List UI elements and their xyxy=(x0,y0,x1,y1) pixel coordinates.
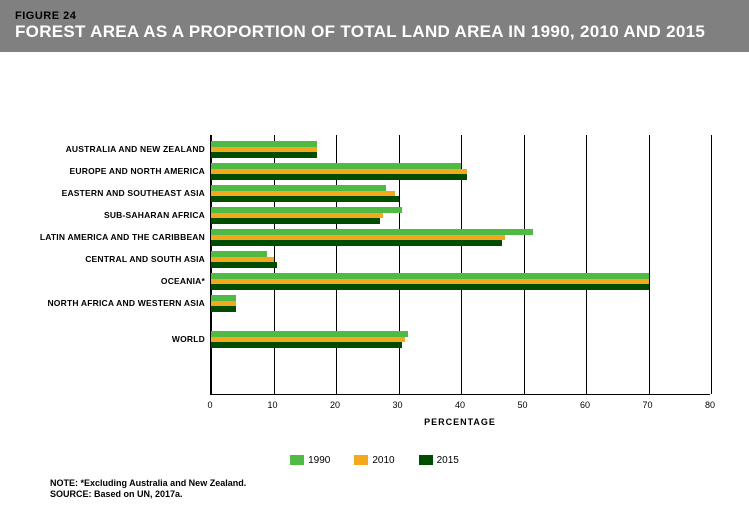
note-line: NOTE: *Excluding Australia and New Zeala… xyxy=(50,478,246,490)
legend-item: 2015 xyxy=(419,455,459,466)
category-label: NORTH AFRICA AND WESTERN ASIA xyxy=(47,298,205,308)
gridline xyxy=(649,135,650,394)
category-label: CENTRAL AND SOUTH ASIA xyxy=(85,254,205,264)
legend-item: 2010 xyxy=(354,455,394,466)
bar xyxy=(211,196,399,202)
figure-title: FOREST AREA AS A PROPORTION OF TOTAL LAN… xyxy=(15,22,734,42)
bar xyxy=(211,306,236,312)
legend-swatch xyxy=(354,455,368,465)
bar xyxy=(211,218,380,224)
category-label: OCEANIA* xyxy=(161,276,205,286)
source-line: SOURCE: Based on UN, 2017a. xyxy=(50,489,246,501)
gridline xyxy=(711,135,712,394)
category-label: EUROPE AND NORTH AMERICA xyxy=(70,166,205,176)
x-tick-label: 50 xyxy=(517,400,527,410)
gridline xyxy=(524,135,525,394)
category-label: LATIN AMERICA AND THE CARIBBEAN xyxy=(40,232,205,242)
x-tick-label: 10 xyxy=(267,400,277,410)
x-tick-label: 0 xyxy=(207,400,212,410)
bar xyxy=(211,240,502,246)
x-tick-label: 60 xyxy=(580,400,590,410)
bar xyxy=(211,152,317,158)
x-tick-label: 80 xyxy=(705,400,715,410)
gridline xyxy=(586,135,587,394)
figure-header: FIGURE 24 FOREST AREA AS A PROPORTION OF… xyxy=(0,0,749,52)
legend: 1990 2010 2015 xyxy=(0,455,749,466)
footnotes: NOTE: *Excluding Australia and New Zeala… xyxy=(50,478,246,501)
legend-swatch xyxy=(290,455,304,465)
plot-region xyxy=(210,135,710,395)
x-tick-label: 20 xyxy=(330,400,340,410)
category-label: SUB-SAHARAN AFRICA xyxy=(104,210,205,220)
figure-number: FIGURE 24 xyxy=(15,10,734,22)
x-tick-label: 70 xyxy=(642,400,652,410)
category-label: WORLD xyxy=(172,334,205,344)
bar xyxy=(211,174,467,180)
legend-swatch xyxy=(419,455,433,465)
category-label: EASTERN AND SOUTHEAST ASIA xyxy=(62,188,205,198)
bar xyxy=(211,262,277,268)
legend-item: 1990 xyxy=(290,455,330,466)
bar xyxy=(211,284,649,290)
bar xyxy=(211,342,402,348)
chart-area: PERCENTAGE 0 10 20 30 40 50 60 70 80 AUSTRALIA AN… xyxy=(50,135,720,435)
legend-label: 1990 xyxy=(308,455,330,466)
x-tick-label: 30 xyxy=(392,400,402,410)
legend-label: 2015 xyxy=(437,455,459,466)
category-label: AUSTRALIA AND NEW ZEALAND xyxy=(66,144,205,154)
x-axis-label: PERCENTAGE xyxy=(210,417,710,427)
x-tick-label: 40 xyxy=(455,400,465,410)
legend-label: 2010 xyxy=(372,455,394,466)
